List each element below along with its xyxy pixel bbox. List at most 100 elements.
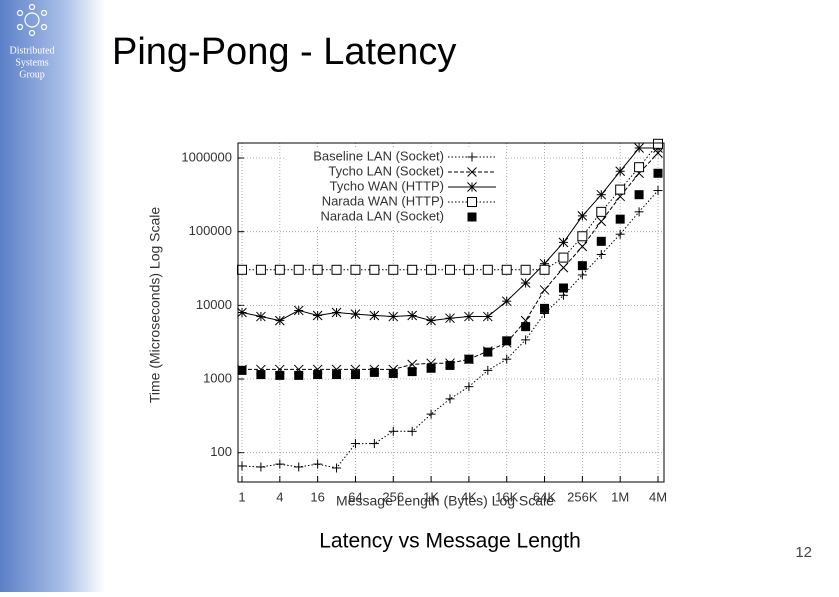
data-point — [237, 264, 247, 275]
data-point — [350, 309, 361, 319]
data-point — [332, 370, 342, 380]
legend-marker — [467, 182, 477, 192]
marker-stroke — [634, 143, 644, 153]
marker-stroke — [577, 211, 588, 221]
marker-shape — [502, 336, 512, 346]
data-point — [407, 264, 418, 275]
marker-stroke — [426, 315, 436, 326]
marker-shape — [388, 368, 398, 378]
data-point — [407, 426, 417, 436]
marker-shape — [407, 367, 417, 377]
data-point — [577, 261, 587, 271]
data-point — [331, 307, 342, 318]
data-point — [237, 461, 247, 471]
marker-shape — [293, 264, 304, 275]
marker-stroke — [445, 313, 455, 324]
legend-label: Narada LAN (Socket) — [320, 208, 444, 223]
legend-marker — [467, 197, 477, 207]
data-point — [596, 206, 607, 217]
slide-title: Ping-Pong - Latency — [112, 31, 456, 73]
marker-stroke — [369, 310, 380, 321]
data-point — [540, 303, 550, 313]
data-point — [293, 305, 304, 316]
marker-stroke — [256, 311, 266, 322]
legend-marker — [467, 152, 477, 162]
marker-shape — [331, 264, 342, 275]
data-point — [255, 264, 266, 275]
y-axis-label: Time (Microseconds) Log Scale — [147, 207, 163, 404]
data-point — [539, 264, 550, 275]
marker-shape — [558, 252, 569, 263]
marker-stroke — [274, 315, 285, 326]
marker-shape — [463, 264, 474, 275]
side-band — [0, 0, 105, 592]
marker-shape — [445, 360, 455, 370]
series-line — [242, 152, 659, 370]
data-point — [521, 322, 531, 332]
data-point — [577, 231, 588, 242]
marker-shape — [407, 264, 418, 275]
legend-label: Tycho WAN (HTTP) — [330, 178, 444, 193]
marker-stroke — [615, 166, 626, 177]
data-point — [596, 216, 607, 227]
data-point — [596, 250, 606, 260]
logo-text: Group — [19, 69, 45, 80]
data-point — [275, 459, 285, 469]
y-tick-label: 1000000 — [181, 149, 232, 164]
data-point — [426, 363, 436, 373]
data-point — [483, 347, 493, 357]
data-point — [502, 354, 512, 364]
marker-shape — [350, 370, 360, 380]
data-point — [445, 264, 455, 275]
data-point — [388, 368, 398, 378]
data-point — [558, 283, 568, 293]
marker-shape — [634, 190, 644, 200]
y-tick-label: 100 — [210, 444, 232, 459]
marker-stroke — [596, 216, 607, 227]
data-point — [615, 214, 625, 224]
data-point — [237, 307, 247, 318]
marker-shape — [312, 264, 323, 275]
data-point — [520, 264, 531, 275]
x-tick-label: 64K — [533, 489, 556, 504]
marker-stroke — [312, 310, 323, 321]
marker-shape — [237, 264, 247, 275]
x-tick-label: 16 — [310, 489, 324, 504]
marker-shape — [539, 264, 550, 275]
data-point — [274, 315, 285, 326]
data-point — [577, 241, 588, 252]
x-tick-label: 16K — [495, 489, 518, 504]
marker-shape — [520, 264, 531, 275]
marker-stroke — [539, 285, 550, 295]
data-point — [653, 138, 663, 149]
marker-shape — [350, 264, 361, 275]
marker-stroke — [407, 310, 418, 321]
marker-stroke — [331, 307, 342, 318]
data-point — [294, 462, 304, 472]
data-point — [464, 354, 474, 364]
y-tick-label: 100000 — [189, 223, 232, 238]
data-point — [313, 459, 323, 469]
marker-shape — [501, 264, 512, 275]
marker-stroke — [482, 311, 493, 322]
data-point — [577, 270, 587, 280]
marker-shape — [467, 197, 477, 207]
data-point — [501, 264, 512, 275]
data-point — [482, 264, 493, 275]
legend-marker — [467, 212, 477, 222]
marker-shape — [426, 363, 436, 373]
data-point — [596, 189, 607, 200]
marker-shape — [577, 261, 587, 271]
marker-shape — [615, 214, 625, 224]
data-point — [464, 311, 474, 322]
marker-shape — [653, 138, 663, 149]
data-point — [332, 463, 342, 473]
marker-stroke — [520, 278, 531, 288]
marker-shape — [369, 264, 380, 275]
data-point — [274, 264, 285, 275]
x-tick-label: 4M — [649, 489, 667, 504]
marker-stroke — [237, 307, 247, 318]
marker-shape — [558, 283, 568, 293]
plot-frame — [237, 142, 665, 483]
